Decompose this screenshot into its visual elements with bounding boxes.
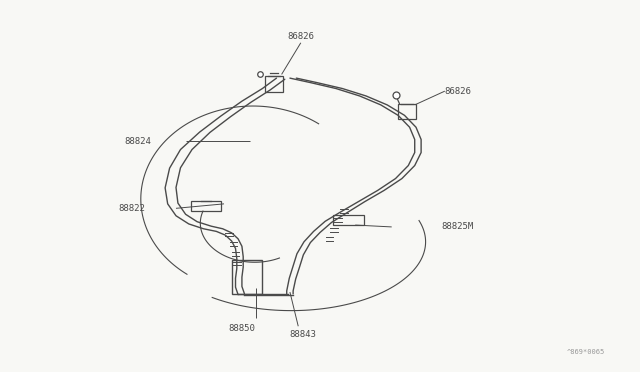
Bar [333,215,364,225]
Text: 88843: 88843 [289,330,316,339]
Text: 88822: 88822 [118,204,145,213]
Text: 88850: 88850 [228,324,255,333]
Bar [398,104,416,119]
Bar [265,76,283,92]
Text: 86826: 86826 [445,87,472,96]
Text: 88824: 88824 [125,137,152,146]
Bar [232,260,262,294]
Bar [191,201,221,211]
Text: 88825M: 88825M [442,222,474,231]
Text: ^869*0065: ^869*0065 [566,349,605,355]
Text: 86826: 86826 [287,32,314,41]
